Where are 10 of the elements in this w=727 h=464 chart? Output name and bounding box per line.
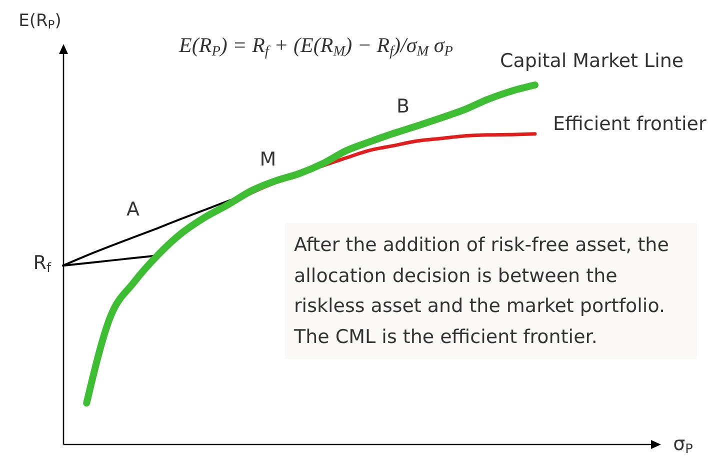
- annotation: B: [396, 96, 410, 118]
- x-axis-title: σ$_{P}$: [673, 432, 693, 458]
- series-label: Capital Market Line: [500, 50, 684, 72]
- chart-title: E(R$_{P}$) = R$_{f}$ + (E(R$_{M}$) − R$_{f}$)/σ$_{M}$ σ$_{P}$: [179, 33, 453, 60]
- annotation: After the addition of risk-free asset, the allocation decision is between the riskless asset and the market portfolio. The CML is the efficient frontier.: [285, 223, 697, 359]
- series-label: Efficient frontier: [553, 112, 706, 135]
- y-axis-title: E(R$_{P}$): [18, 10, 62, 32]
- annotation: M: [260, 148, 276, 170]
- annotation: A: [126, 198, 140, 220]
- text: R$_{f}$: [33, 252, 51, 276]
